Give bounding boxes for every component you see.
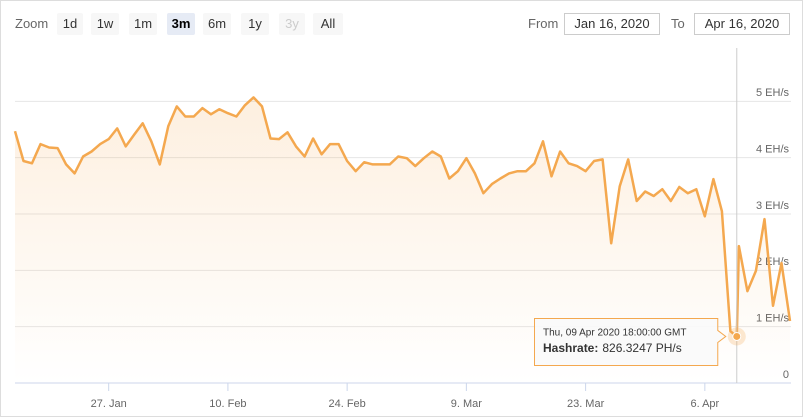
range-button[interactable]: 3m	[167, 13, 195, 35]
to-input[interactable]: Apr 16, 2020	[694, 13, 790, 35]
x-tick-label: 6. Apr	[690, 398, 719, 410]
from-input[interactable]: Jan 16, 2020	[564, 13, 660, 35]
range-button[interactable]: 1w	[91, 13, 119, 35]
x-tick-label: 23. Mar	[567, 398, 605, 410]
tooltip-value: 826.3247 PH/s	[602, 341, 681, 355]
tooltip-box	[534, 318, 727, 366]
y-tick-label: 4 EH/s	[756, 144, 790, 156]
tooltip: Thu, 09 Apr 2020 18:00:00 GMT Hashrate: 82…	[534, 318, 727, 366]
line	[13, 96, 792, 338]
range-button[interactable]: 1y	[241, 13, 269, 35]
range-button: 3y	[279, 13, 305, 35]
from-label: From	[528, 16, 559, 31]
x-tick-label: 9. Mar	[451, 398, 483, 410]
x-tick-label: 24. Feb	[328, 398, 365, 410]
area-fill	[15, 97, 790, 384]
range-button[interactable]: 1d	[57, 13, 83, 35]
x-tick-label: 27. Jan	[91, 398, 127, 410]
range-button[interactable]: All	[313, 13, 343, 35]
to-label: To	[671, 16, 685, 31]
zoom-label: Zoom	[15, 16, 49, 31]
x-tick-label: 10. Feb	[209, 398, 246, 410]
y-tick-label: 5 EH/s	[756, 87, 790, 99]
tooltip-body: Hashrate: 826.3247 PH/s	[543, 341, 682, 355]
range-button[interactable]: 6m	[203, 13, 231, 35]
tooltip-header: Thu, 09 Apr 2020 18:00:00 GMT	[543, 328, 686, 339]
y-tick-label: 3 EH/s	[756, 200, 790, 212]
tooltip-label: Hashrate:	[543, 341, 598, 355]
hover-point	[732, 331, 742, 341]
range-button[interactable]: 1m	[129, 13, 157, 35]
